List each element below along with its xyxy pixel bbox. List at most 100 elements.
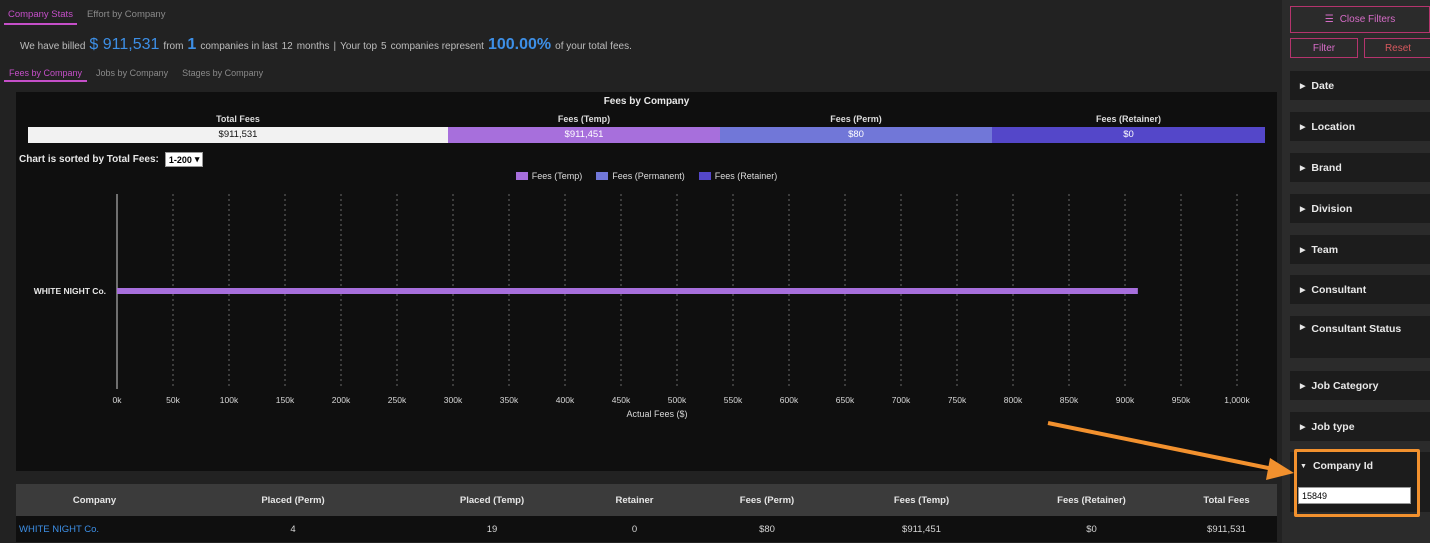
fees-retainer-column: Fees (Retainer) $0 <box>992 113 1265 143</box>
filter-list-icon: ☰ <box>1324 14 1334 25</box>
facet-label: Consultant <box>1311 283 1367 296</box>
table-cell: $0 <box>1086 523 1097 535</box>
close-filters-label: Close Filters <box>1339 14 1396 25</box>
filter-sidebar: ☰ Close Filters Filter Reset ▶ Date ▶ Locat… <box>1282 0 1430 543</box>
reset-button[interactable]: Reset <box>1364 38 1430 58</box>
facet-date[interactable]: ▶ Date <box>1290 71 1430 100</box>
facet-consultant[interactable]: ▶ Consultant <box>1290 275 1430 304</box>
top-percent: 100.00% <box>487 36 552 53</box>
tab-fees-by-company[interactable]: Fees by Company <box>4 66 88 82</box>
caret-right-icon: ▶ <box>1300 286 1306 294</box>
x-tick-label: 250k <box>388 395 407 405</box>
x-tick-label: 550k <box>724 395 743 405</box>
column-header[interactable]: Fees (Temp) <box>893 494 950 506</box>
legend-swatch-temp <box>515 172 528 180</box>
x-tick-label: 0k <box>113 395 123 405</box>
fees-temp-value: $911,451 <box>448 127 720 143</box>
billed-amount: $ 911,531 <box>89 36 160 53</box>
x-tick-label: 800k <box>1004 395 1023 405</box>
facet-division[interactable]: ▶ Division <box>1290 194 1430 223</box>
bar-fees-temp <box>117 288 1138 294</box>
facet-brand[interactable]: ▶ Brand <box>1290 153 1430 182</box>
fees-table: Company Placed (Perm) Placed (Temp) Retaine… <box>16 484 1277 542</box>
totals-bar: Total Fees $911,531 Fees (Temp) $911,451… <box>28 113 1265 143</box>
facet-location[interactable]: ▶ Location <box>1290 112 1430 141</box>
table-row: WHITE NIGHT Co. 4 19 0 $80 $911,451 $0 $911,531 <box>16 516 1277 542</box>
fees-perm-column: Fees (Perm) $80 <box>720 113 992 143</box>
x-tick-label: 450k <box>612 395 631 405</box>
close-filters-button[interactable]: ☰ Close Filters <box>1290 6 1430 33</box>
legend-label-permanent: Fees (Permanent) <box>612 171 685 181</box>
total-fees-label: Total Fees <box>216 114 260 124</box>
sort-range-select[interactable]: 1-200 ▾ <box>164 152 204 167</box>
top-tabs: Company Stats Effort by Company <box>4 7 169 25</box>
fees-perm-value: $80 <box>720 127 992 143</box>
total-fees-column: Total Fees $911,531 <box>28 113 448 143</box>
table-cell: 4 <box>290 523 296 535</box>
summary-text-6: companies represent <box>390 41 484 52</box>
facet-team[interactable]: ▶ Team <box>1290 235 1430 264</box>
summary-text-5: Your top <box>340 41 378 52</box>
tab-stages-by-company[interactable]: Stages by Company <box>182 68 264 78</box>
x-tick-label: 200k <box>332 395 351 405</box>
chevron-down-icon: ▾ <box>194 154 200 164</box>
x-axis-title: Actual Fees ($) <box>626 409 687 419</box>
column-header[interactable]: Placed (Temp) <box>459 494 525 506</box>
summary-text-4: months <box>296 41 330 52</box>
legend-item-permanent[interactable]: Fees (Permanent) <box>596 171 685 181</box>
facet-label: Job type <box>1311 420 1355 433</box>
facet-job-category[interactable]: ▶ Job Category <box>1290 371 1430 400</box>
legend-item-retainer[interactable]: Fees (Retainer) <box>698 171 777 181</box>
tab-jobs-by-company[interactable]: Jobs by Company <box>96 68 169 78</box>
sort-row: Chart is sorted by Total Fees: 1-200 ▾ <box>19 152 204 167</box>
column-header[interactable]: Total Fees <box>1203 494 1250 506</box>
main-area: Company Stats Effort by Company We have … <box>4 7 1277 542</box>
column-header[interactable]: Fees (Retainer) <box>1057 494 1126 506</box>
legend-item-temp[interactable]: Fees (Temp) <box>515 171 582 181</box>
filter-button[interactable]: Filter <box>1290 38 1358 58</box>
company-link[interactable]: WHITE NIGHT Co. <box>19 523 100 535</box>
tab-effort-by-company[interactable]: Effort by Company <box>86 9 166 20</box>
table-cell: 0 <box>631 523 638 535</box>
summary-text-1: We have billed <box>20 41 86 52</box>
caret-right-icon: ▶ <box>1300 246 1306 254</box>
caret-right-icon: ▶ <box>1300 382 1306 390</box>
x-tick-label: 600k <box>780 395 799 405</box>
billing-summary: We have billed $ 911,531 from 1 companie… <box>20 36 632 54</box>
chart-panel: Fees by Company Total Fees $911,531 Fees… <box>16 92 1277 471</box>
column-header[interactable]: Fees (Perm) <box>739 494 795 506</box>
x-tick-label: 1,000k <box>1224 395 1250 405</box>
x-tick-label: 900k <box>1116 395 1135 405</box>
table-cell: 19 <box>486 523 498 535</box>
x-tick-label: 350k <box>500 395 519 405</box>
column-header[interactable]: Company <box>72 494 117 506</box>
company-id-input[interactable] <box>1298 487 1411 504</box>
facet-label: Location <box>1311 120 1356 133</box>
x-tick-label: 300k <box>444 395 463 405</box>
caret-right-icon: ▶ <box>1300 324 1306 331</box>
facet-label: Division <box>1311 202 1353 215</box>
legend-swatch-permanent <box>596 172 609 180</box>
column-header[interactable]: Retainer <box>615 494 654 506</box>
x-tick-label: 700k <box>892 395 911 405</box>
facet-consultant-status[interactable]: ▶ Consultant Status <box>1290 316 1430 358</box>
facet-label: Consultant Status <box>1311 323 1402 335</box>
facet-company-id: ▼ Company Id <box>1290 452 1430 512</box>
caret-down-icon: ▼ <box>1300 462 1307 470</box>
filter-actions: Filter Reset <box>1290 38 1430 58</box>
summary-text-2: from <box>163 41 184 52</box>
chart-legend: Fees (Temp) Fees (Permanent) Fees (Retai… <box>16 171 1277 181</box>
x-tick-label: 950k <box>1172 395 1191 405</box>
fees-perm-label: Fees (Perm) <box>830 114 882 124</box>
facet-job-type[interactable]: ▶ Job type <box>1290 412 1430 441</box>
table-header: Company Placed (Perm) Placed (Temp) Retaine… <box>16 484 1277 516</box>
facet-company-id-header[interactable]: ▼ Company Id <box>1290 452 1430 480</box>
column-header[interactable]: Placed (Perm) <box>261 494 325 506</box>
fees-retainer-label: Fees (Retainer) <box>1095 114 1162 124</box>
table-cell: $80 <box>759 523 775 535</box>
top-count: 5 <box>381 41 387 52</box>
x-tick-label: 400k <box>556 395 575 405</box>
x-tick-label: 150k <box>276 395 295 405</box>
tab-company-stats[interactable]: Company Stats <box>4 7 77 25</box>
